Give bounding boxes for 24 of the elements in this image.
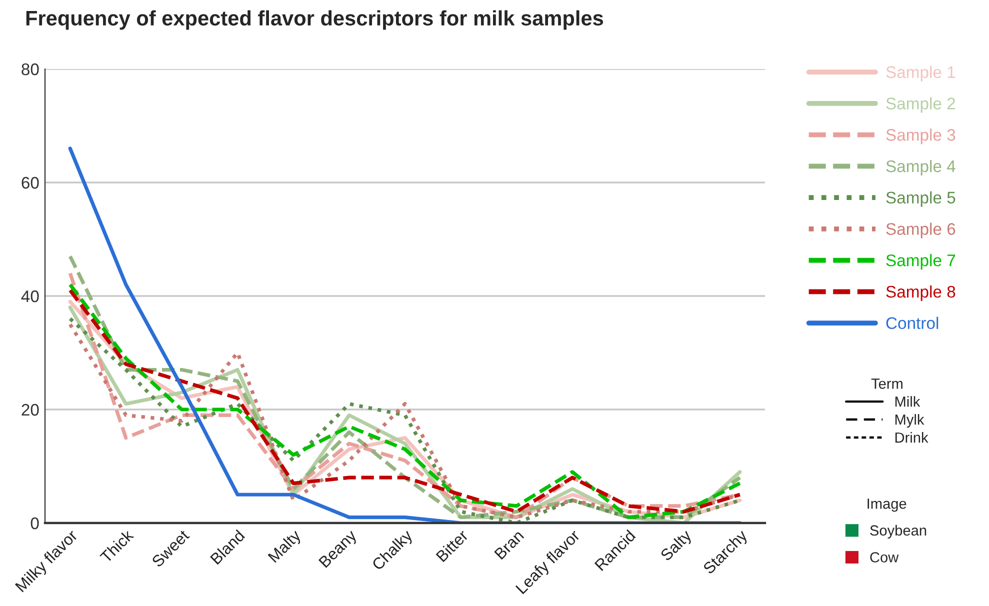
text: Mylk [895,414,924,428]
legend-label: Sample 5 [886,191,956,207]
legend-label: Sample 6 [886,222,956,238]
y-tick-label: 0 [30,517,39,530]
text: Milk [895,396,920,407]
text: Image [868,498,906,512]
text: Term [871,378,902,389]
legend-label: Sample 2 [886,97,956,113]
y-tick-label: 20 [22,404,39,416]
legend-label: Sample 4 [886,160,956,176]
y-tick-label: 60 [22,176,39,189]
y-tick-label: 80 [22,63,39,76]
legend-label: Sample 8 [886,285,956,301]
legend-label: Control [886,316,938,330]
line-series [68,146,742,523]
text: Drink [895,432,928,443]
y-tick-label: 40 [21,290,39,302]
legend-label: Sample 7 [886,254,956,270]
text: Cow [870,552,899,562]
chart-title: Frequency of expected flavor descriptors for milk samples [26,10,604,30]
x-tick-label: Bran [494,530,524,560]
legend-label: Sample 3 [886,128,956,144]
text: Soybean [870,524,926,539]
legend-label: Sample 1 [886,66,956,82]
